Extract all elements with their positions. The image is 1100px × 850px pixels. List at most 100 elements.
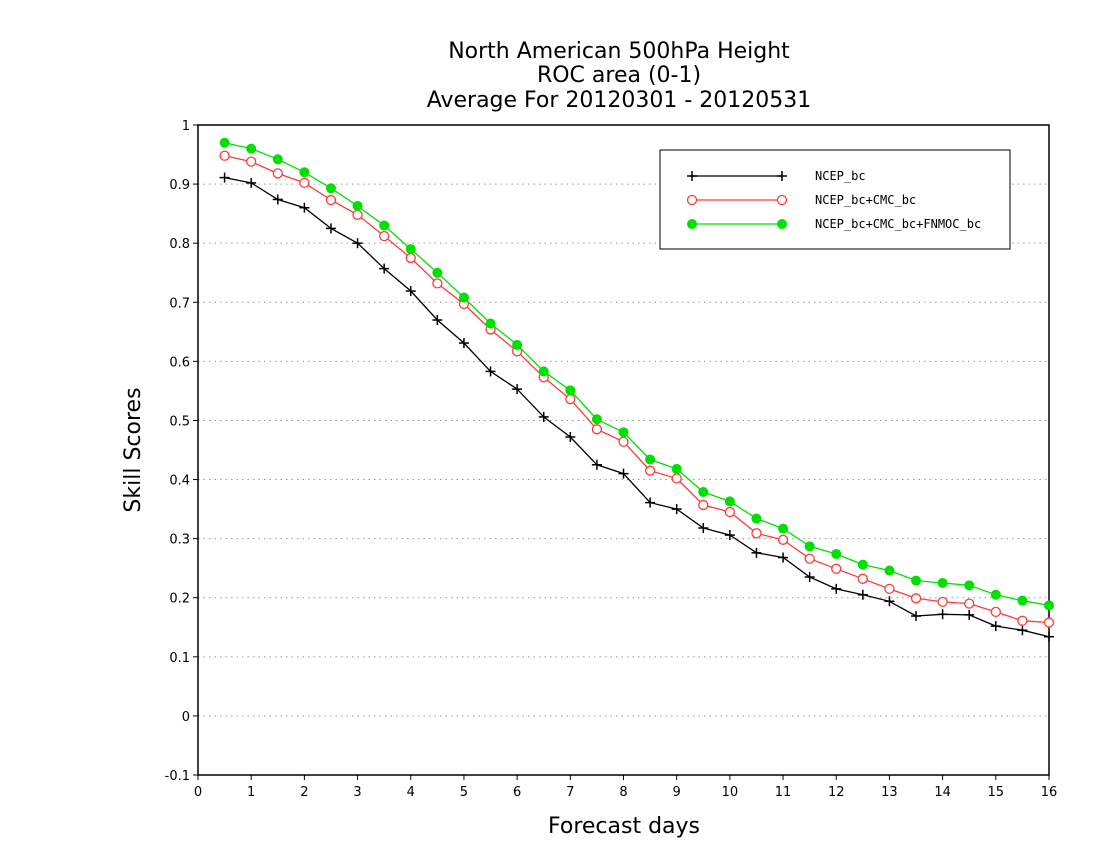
data-point xyxy=(804,572,815,583)
data-point xyxy=(618,468,629,479)
y-tick-label: 0.8 xyxy=(169,237,190,252)
data-point xyxy=(618,427,629,438)
data-point xyxy=(485,318,496,329)
data-point xyxy=(1044,631,1054,642)
x-tick-label: 2 xyxy=(300,785,308,800)
data-point xyxy=(937,609,948,620)
chart-title-line-3: Average For 20120301 - 20120531 xyxy=(427,88,812,113)
y-tick-label: 0.1 xyxy=(169,651,190,666)
data-point xyxy=(831,583,842,594)
series-1 xyxy=(219,172,1054,642)
data-point xyxy=(1017,625,1028,636)
data-point xyxy=(352,200,363,211)
data-point xyxy=(405,252,416,264)
legend-label: NCEP_bc+CMC_bc+FNMOC_bc xyxy=(815,217,981,231)
legend-marker xyxy=(687,171,697,181)
data-point xyxy=(884,596,895,607)
data-point xyxy=(379,263,390,274)
x-tick-label: 11 xyxy=(775,785,792,800)
data-point xyxy=(512,384,523,395)
data-point xyxy=(565,394,576,405)
data-point xyxy=(591,424,603,435)
data-point xyxy=(538,411,549,422)
data-point xyxy=(724,530,735,541)
data-point xyxy=(1017,615,1028,626)
series-layer xyxy=(219,137,1055,642)
legend-marker xyxy=(686,194,698,206)
x-tick-label: 9 xyxy=(673,785,681,800)
data-point xyxy=(246,143,257,154)
data-point xyxy=(299,167,310,178)
data-point xyxy=(698,486,709,497)
data-point xyxy=(964,598,975,609)
data-point xyxy=(219,172,230,183)
data-point xyxy=(804,541,815,552)
data-point xyxy=(644,465,656,476)
y-tick-label: 0.2 xyxy=(169,592,190,607)
chart-title-line-2: ROC area (0-1) xyxy=(537,63,701,88)
x-tick-label: 6 xyxy=(513,785,521,800)
data-point xyxy=(724,506,736,518)
data-point xyxy=(379,230,390,242)
data-point xyxy=(219,150,230,161)
x-tick-label: 1 xyxy=(247,785,255,800)
legend-entry: NCEP_bc+CMC_bc+FNMOC_bc xyxy=(687,217,981,231)
chart-title-line-1: North American 500hPa Height xyxy=(448,39,790,64)
data-point xyxy=(831,549,842,559)
x-tick-label: 4 xyxy=(407,785,415,800)
data-point xyxy=(565,432,576,442)
legend-marker xyxy=(687,219,697,229)
data-point xyxy=(964,609,975,620)
x-tick-label: 7 xyxy=(566,785,574,800)
data-point xyxy=(591,414,602,425)
y-tick-label: -0.1 xyxy=(165,769,190,784)
data-point xyxy=(751,513,762,524)
data-point xyxy=(671,463,682,474)
data-point xyxy=(884,583,895,595)
data-point xyxy=(857,559,868,570)
data-point xyxy=(219,137,230,148)
data-point xyxy=(591,459,602,470)
data-point xyxy=(911,575,922,586)
data-point xyxy=(937,596,948,608)
data-point xyxy=(671,473,682,484)
data-point xyxy=(272,194,283,205)
y-tick-label: 1 xyxy=(182,119,190,134)
data-point xyxy=(432,278,443,289)
y-tick-label: 0.6 xyxy=(169,355,190,370)
x-tick-label: 10 xyxy=(722,785,739,800)
data-point xyxy=(884,565,895,576)
y-tick-label: 0 xyxy=(182,710,190,725)
data-point xyxy=(405,244,416,255)
data-point xyxy=(857,589,868,600)
data-point xyxy=(671,504,682,515)
x-tick-label: 15 xyxy=(988,785,1005,800)
data-point xyxy=(352,209,363,220)
data-point xyxy=(379,220,390,231)
data-point xyxy=(831,563,842,574)
series-2 xyxy=(219,150,1055,628)
x-tick-label: 8 xyxy=(619,785,627,800)
data-point xyxy=(432,267,443,278)
legend-entry: NCEP_bc+CMC_bc xyxy=(686,193,916,207)
y-axis-label: Skill Scores xyxy=(121,387,146,512)
legend-label: NCEP_bc xyxy=(815,169,866,183)
data-point xyxy=(937,577,948,588)
data-point xyxy=(777,534,789,545)
data-point xyxy=(804,553,815,564)
data-point xyxy=(990,589,1001,600)
data-point xyxy=(778,523,789,534)
data-point xyxy=(1017,595,1028,606)
x-tick-label: 3 xyxy=(353,785,361,800)
data-point xyxy=(751,528,762,539)
data-point xyxy=(299,177,310,189)
data-point xyxy=(485,366,496,377)
data-point xyxy=(645,454,656,465)
data-point xyxy=(272,168,283,179)
data-point xyxy=(325,194,337,206)
data-point xyxy=(432,315,443,325)
data-point xyxy=(352,238,363,249)
y-tick-label: 0.7 xyxy=(169,296,190,311)
legend-label: NCEP_bc+CMC_bc xyxy=(815,193,916,207)
